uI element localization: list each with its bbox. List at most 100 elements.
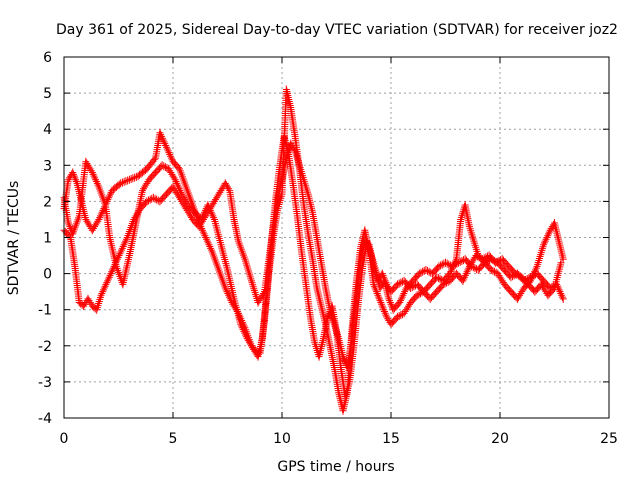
data-point	[95, 299, 103, 308]
data-point	[216, 270, 224, 279]
data-point	[210, 213, 218, 222]
data-point	[535, 256, 543, 265]
data-point	[326, 305, 334, 314]
data-point	[206, 242, 214, 251]
data-point	[244, 265, 252, 274]
data-point	[412, 281, 420, 290]
data-point	[66, 222, 74, 231]
data-point	[397, 294, 405, 303]
data-point	[554, 269, 562, 278]
data-point	[385, 294, 393, 303]
data-point	[555, 285, 563, 294]
data-point	[539, 242, 547, 251]
data-point	[217, 240, 225, 249]
data-point	[334, 332, 342, 341]
data-point	[332, 324, 340, 333]
data-point	[100, 284, 108, 293]
data-point	[531, 265, 539, 274]
data-point	[158, 161, 166, 170]
data-point	[447, 265, 455, 274]
data-point	[374, 291, 382, 300]
data-point	[204, 238, 212, 247]
data-point	[221, 255, 229, 264]
data-point	[239, 325, 247, 334]
y-tick-label: 0	[43, 267, 52, 283]
data-point	[473, 247, 481, 256]
data-point	[160, 162, 168, 171]
data-point	[438, 260, 446, 269]
data-point	[283, 152, 291, 161]
data-point	[72, 175, 80, 184]
data-point	[118, 178, 126, 187]
data-point	[220, 280, 228, 289]
data-point	[327, 307, 335, 316]
data-point	[551, 281, 559, 290]
data-point	[234, 237, 242, 246]
data-point	[234, 311, 242, 320]
data-point	[311, 340, 319, 349]
data-point	[398, 277, 406, 286]
data-point	[386, 298, 394, 307]
data-point	[104, 275, 112, 284]
data-point	[241, 330, 249, 339]
data-point	[467, 226, 475, 235]
data-point	[395, 279, 403, 288]
data-point	[474, 252, 482, 261]
y-tick-label: 2	[43, 194, 52, 210]
data-point	[218, 274, 226, 283]
data-point	[186, 192, 194, 201]
data-point	[213, 223, 221, 232]
data-point	[457, 213, 465, 222]
data-point	[249, 282, 257, 291]
data-point	[331, 322, 339, 331]
data-point	[239, 251, 247, 260]
data-point	[277, 194, 285, 203]
data-point	[238, 247, 246, 256]
data-point	[203, 237, 211, 246]
data-point	[164, 146, 172, 155]
data-marks	[60, 85, 567, 415]
data-point	[247, 276, 255, 285]
data-point	[242, 259, 250, 268]
data-point	[115, 251, 123, 260]
data-point	[475, 253, 483, 262]
y-tick-label: 4	[43, 122, 52, 138]
data-point	[156, 128, 164, 137]
data-point	[398, 293, 406, 302]
data-point	[201, 231, 209, 240]
data-point	[165, 148, 173, 157]
data-point	[407, 284, 415, 293]
data-point	[92, 177, 100, 186]
data-point	[96, 186, 104, 195]
data-point	[161, 139, 169, 148]
data-point	[212, 257, 220, 266]
data-point	[380, 305, 388, 314]
data-point	[215, 265, 223, 274]
data-point	[456, 257, 464, 266]
data-point	[151, 194, 159, 203]
data-point	[98, 208, 106, 217]
data-point	[105, 273, 113, 282]
data-point	[212, 219, 220, 228]
data-point	[237, 245, 245, 254]
data-point	[463, 267, 471, 276]
data-point	[531, 267, 539, 276]
data-point	[487, 265, 495, 274]
data-point	[73, 217, 81, 226]
data-point	[177, 168, 185, 177]
data-point	[160, 137, 168, 146]
data-point	[437, 261, 445, 270]
data-point	[442, 258, 449, 267]
data-point	[220, 251, 228, 260]
data-point	[533, 262, 541, 271]
data-point	[203, 235, 211, 244]
data-point	[274, 202, 282, 211]
data-point	[198, 213, 206, 222]
data-point	[237, 243, 245, 252]
data-point	[538, 246, 546, 255]
data-point	[395, 312, 403, 321]
data-point	[557, 289, 565, 298]
data-point	[285, 145, 293, 154]
data-point	[540, 238, 548, 247]
data-point	[340, 354, 348, 363]
